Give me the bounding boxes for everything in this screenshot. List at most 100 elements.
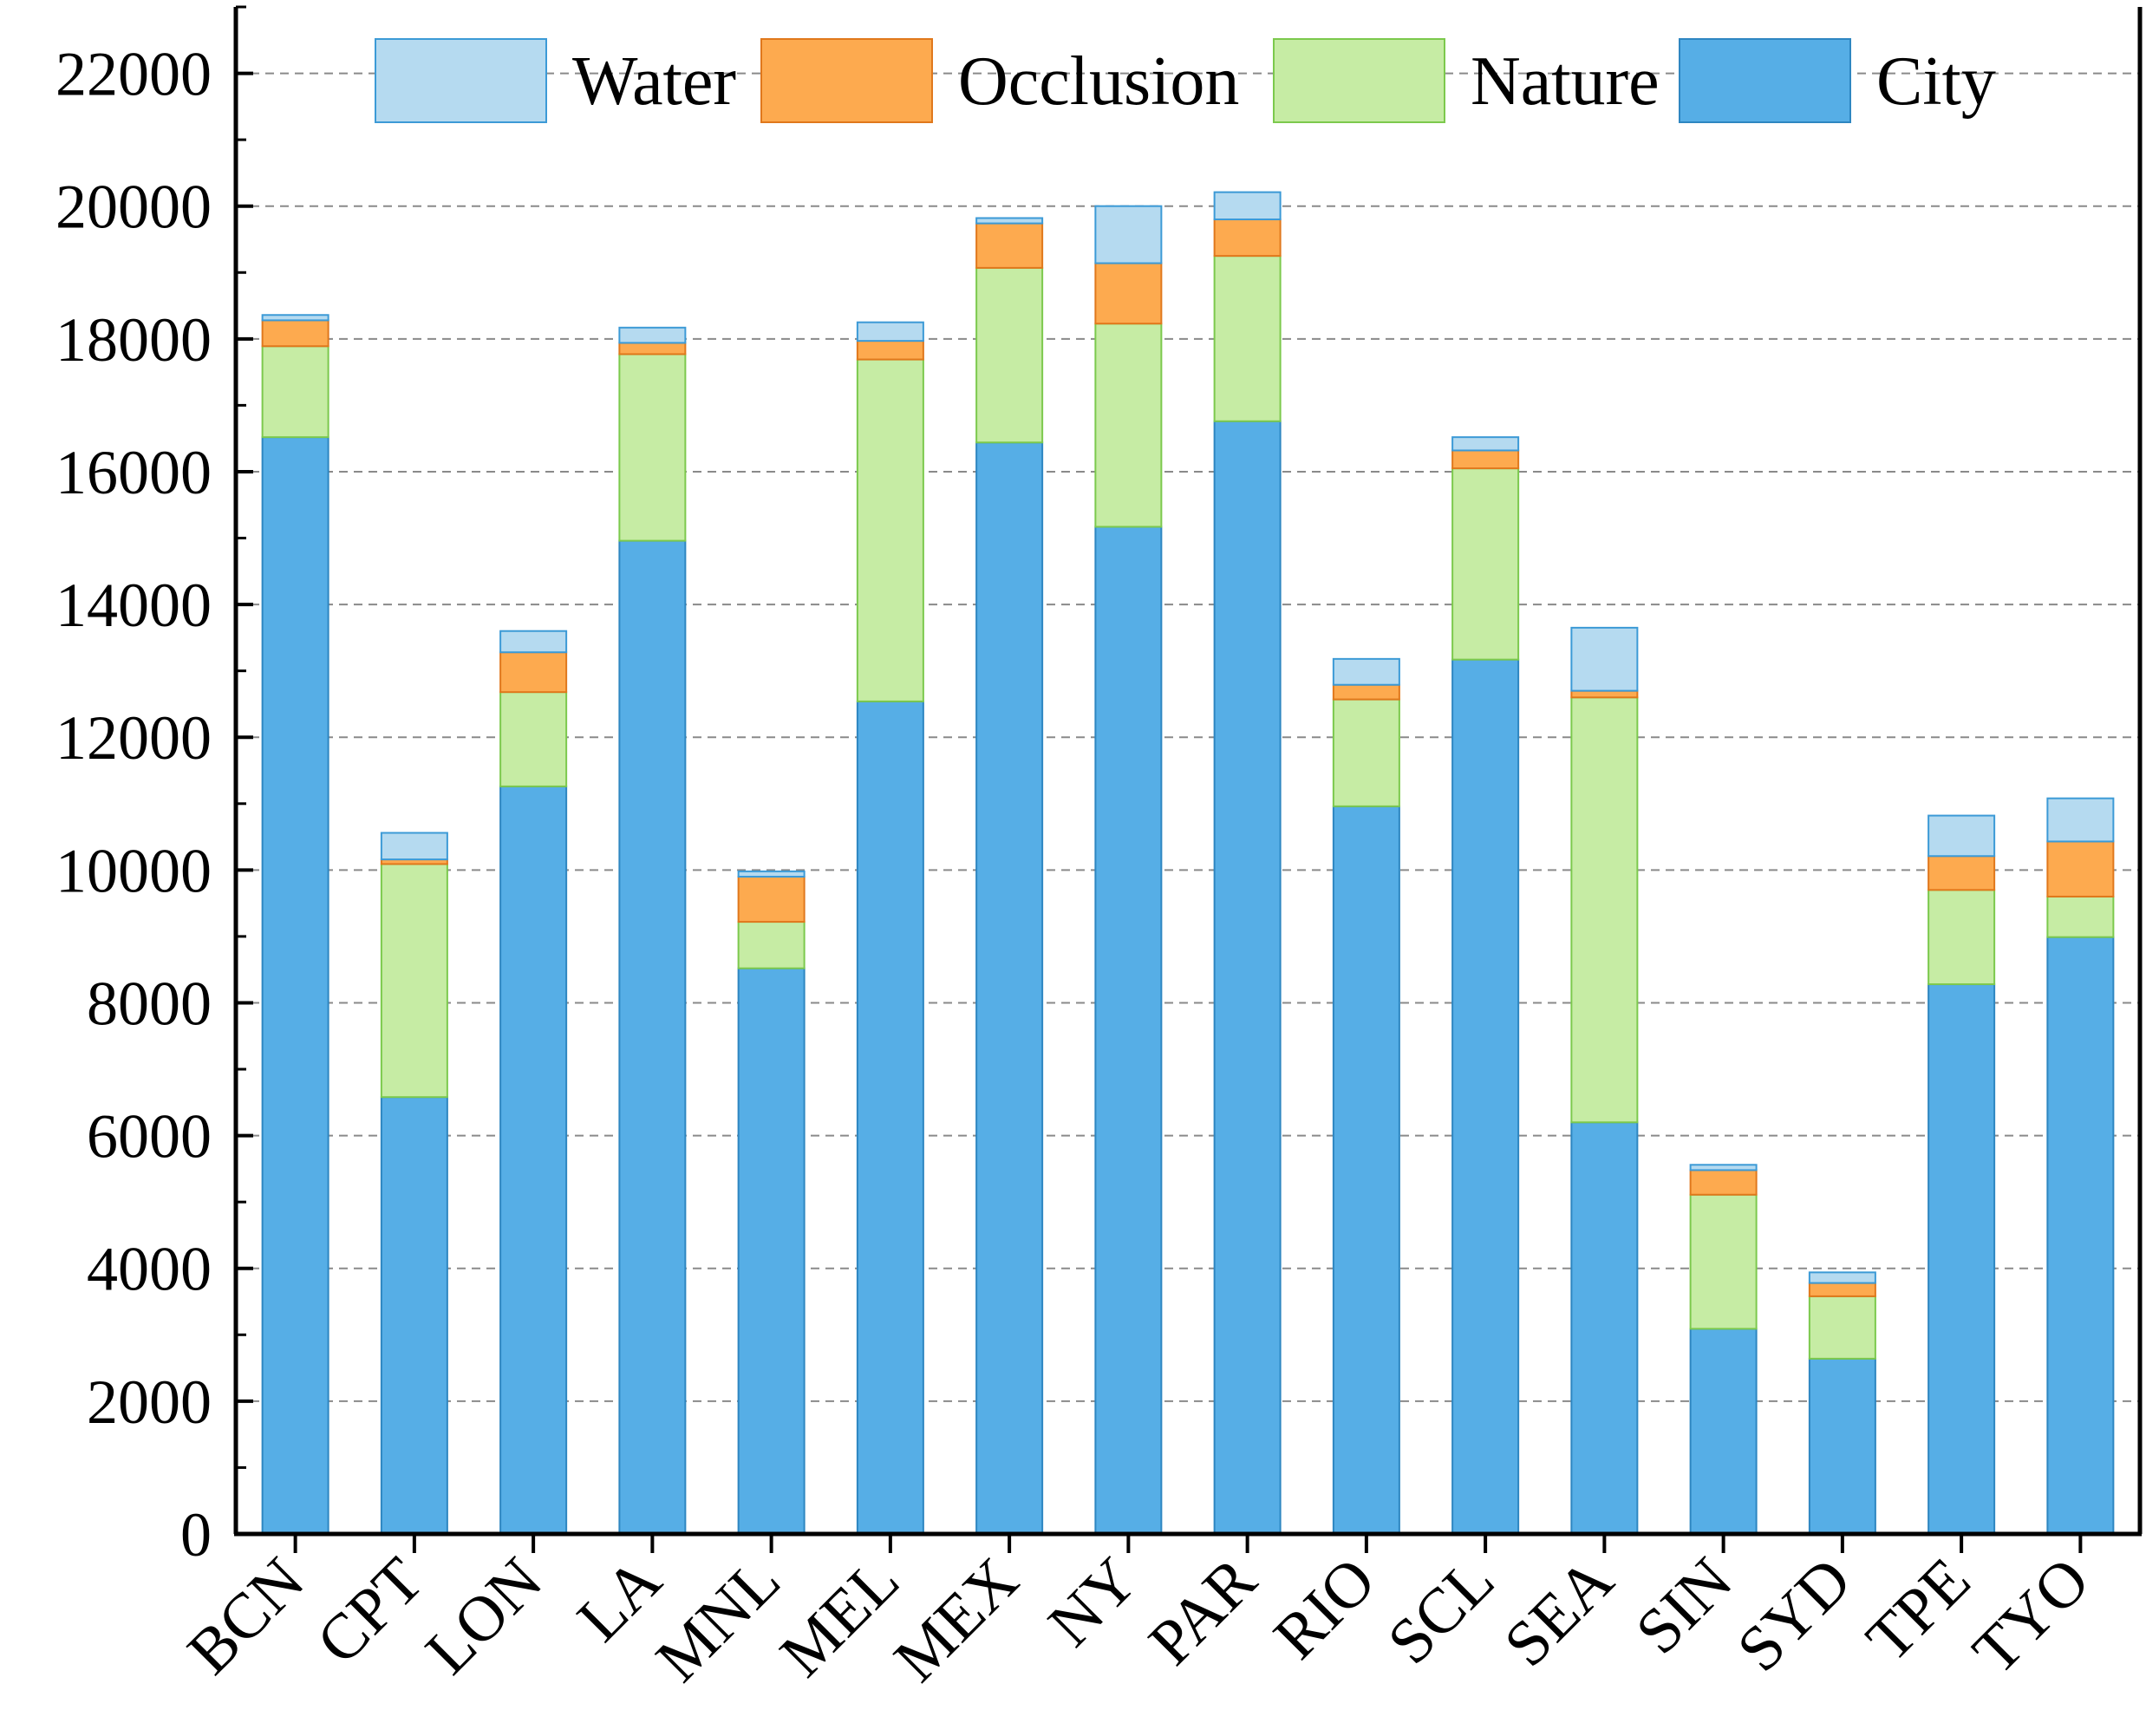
bar-stack-par — [1213, 191, 1282, 1535]
x-tick-label-syd: SYD — [1724, 1544, 1865, 1686]
x-tick-label-sea: SEA — [1491, 1544, 1627, 1681]
bar-bcn-occlusion — [261, 319, 329, 348]
bar-tyo-city — [2046, 936, 2115, 1535]
y-axis-ticks: 0 2000 4000 6000 8000 10000 12000 14000 16000 180… — [55, 5, 253, 1570]
bar-la-occlusion — [618, 342, 687, 356]
legend-item-occlusion: Occlusion — [760, 38, 1239, 123]
bar-scl-occlusion — [1451, 449, 1520, 470]
bar-ny-city — [1094, 525, 1163, 1536]
bar-lon-nature — [499, 691, 568, 787]
bar-stack-tyo — [2046, 797, 2115, 1535]
bar-ny-water — [1094, 205, 1163, 264]
bar-stack-cpt — [380, 832, 448, 1536]
bar-stack-sin — [1689, 1164, 1758, 1535]
bar-stack-mnl — [737, 870, 806, 1535]
x-tick-label-lon: LON — [413, 1544, 557, 1688]
bar-stack-lon — [499, 630, 568, 1535]
legend-swatch-water — [375, 38, 547, 123]
x-tick-label-sin: SIN — [1622, 1544, 1745, 1667]
legend-label-city: City — [1876, 43, 1996, 120]
bar-stack-la — [618, 326, 687, 1535]
bar-sin-occlusion — [1689, 1169, 1758, 1196]
bar-bcn-nature — [261, 345, 329, 439]
bar-mel-city — [856, 700, 924, 1535]
x-tick-label-par: PAR — [1136, 1544, 1270, 1679]
bar-scl-nature — [1451, 467, 1520, 661]
bar-par-city — [1213, 420, 1282, 1535]
bar-bcn-city — [261, 436, 329, 1536]
bar-stack-syd — [1808, 1271, 1876, 1535]
bar-stack-tpe — [1927, 814, 1996, 1536]
bar-stack-scl — [1451, 436, 1520, 1535]
y-tick-label-8000: 8000 — [87, 969, 212, 1038]
legend-label-water: Water — [572, 43, 736, 120]
bar-syd-occlusion — [1808, 1282, 1876, 1297]
axes — [233, 7, 2143, 1537]
x-tick-label-mel: MEL — [766, 1544, 912, 1690]
y-tick-label-14000: 14000 — [55, 571, 212, 640]
bar-rio-city — [1332, 805, 1400, 1535]
y-tick-label-6000: 6000 — [87, 1102, 212, 1171]
bar-cpt-water — [380, 832, 448, 861]
bar-mex-nature — [975, 266, 1044, 444]
bar-mex-water — [975, 217, 1044, 225]
bar-cpt-nature — [380, 863, 448, 1099]
x-tick-label-mnl: MNL — [642, 1544, 793, 1695]
legend: Water Occlusion Nature City — [375, 38, 1996, 123]
y-tick-label-10000: 10000 — [55, 836, 212, 905]
bar-syd-nature — [1808, 1295, 1876, 1360]
y-tick-label-20000: 20000 — [55, 173, 212, 242]
bar-la-water — [618, 326, 687, 344]
bar-tpe-nature — [1927, 889, 1996, 986]
bar-tpe-water — [1927, 814, 1996, 858]
bar-tyo-water — [2046, 797, 2115, 843]
bar-sin-city — [1689, 1328, 1758, 1535]
bar-rio-occlusion — [1332, 683, 1400, 701]
y-tick-label-2000: 2000 — [87, 1367, 212, 1437]
bar-sin-nature — [1689, 1193, 1758, 1330]
bar-mex-city — [975, 441, 1044, 1535]
bar-mnl-city — [737, 967, 806, 1535]
bar-sea-nature — [1570, 696, 1639, 1124]
bar-syd-water — [1808, 1271, 1876, 1284]
bar-rio-water — [1332, 657, 1400, 686]
bar-sea-water — [1570, 626, 1639, 692]
bar-rio-nature — [1332, 698, 1400, 807]
bar-lon-occlusion — [499, 651, 568, 694]
bar-ny-nature — [1094, 323, 1163, 528]
bar-mex-occlusion — [975, 222, 1044, 269]
bar-stack-bcn — [261, 314, 329, 1536]
y-tick-label-0: 0 — [180, 1500, 212, 1570]
bar-sea-occlusion — [1570, 689, 1639, 699]
y-tick-label-22000: 22000 — [55, 40, 212, 109]
bar-la-city — [618, 539, 687, 1535]
x-tick-label-tyo: TYO — [1960, 1544, 2104, 1688]
bar-stack-rio — [1332, 657, 1400, 1535]
legend-swatch-city — [1679, 38, 1851, 123]
bar-mel-occlusion — [856, 340, 924, 361]
bar-lon-water — [499, 630, 568, 654]
bar-cpt-city — [380, 1096, 448, 1536]
legend-label-occlusion: Occlusion — [958, 43, 1239, 120]
bar-par-nature — [1213, 255, 1282, 422]
legend-item-city: City — [1679, 38, 1996, 123]
x-tick-label-mex: MEX — [881, 1544, 1032, 1695]
bar-par-water — [1213, 191, 1282, 221]
bar-stack-ny — [1094, 205, 1163, 1536]
legend-item-water: Water — [375, 38, 736, 123]
bar-mel-nature — [856, 358, 924, 702]
x-tick-label-rio: RIO — [1261, 1544, 1389, 1673]
bar-scl-water — [1451, 436, 1520, 452]
x-tick-label-tpe: TPE — [1853, 1544, 1984, 1675]
bar-sea-city — [1570, 1121, 1639, 1535]
bar-scl-city — [1451, 658, 1520, 1535]
legend-swatch-occlusion — [760, 38, 933, 123]
bar-sin-water — [1689, 1164, 1758, 1171]
y-tick-label-18000: 18000 — [55, 305, 212, 375]
legend-swatch-nature — [1273, 38, 1445, 123]
bar-bcn-water — [261, 314, 329, 322]
bar-stacks — [261, 191, 2115, 1536]
legend-item-nature: Nature — [1273, 38, 1660, 123]
